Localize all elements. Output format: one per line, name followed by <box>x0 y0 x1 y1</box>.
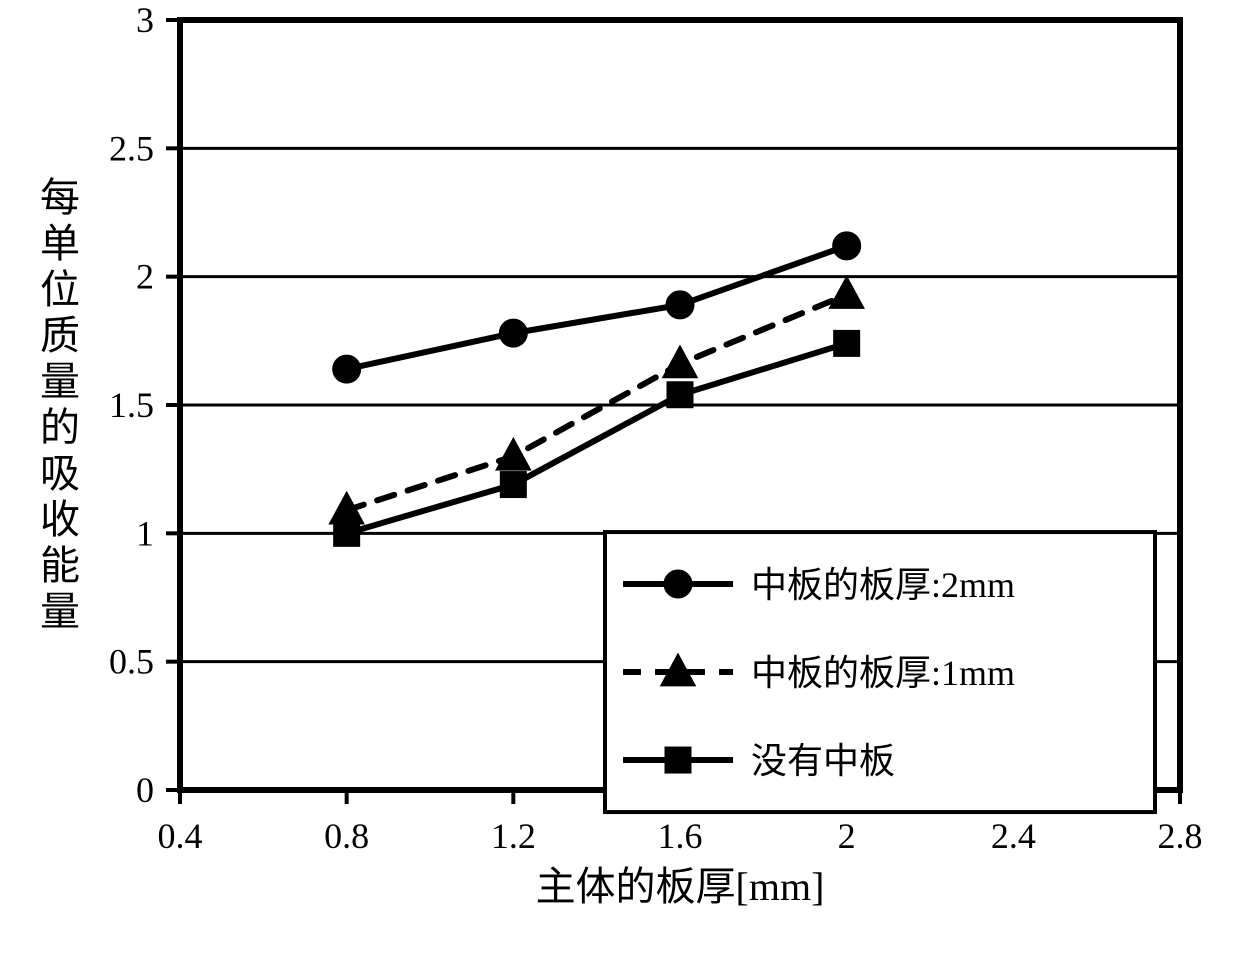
svg-text:位: 位 <box>40 267 80 312</box>
svg-text:单: 单 <box>40 221 80 266</box>
svg-text:量: 量 <box>40 589 80 634</box>
y-tick-label: 3 <box>136 0 154 40</box>
svg-text:量: 量 <box>40 359 80 404</box>
legend-label-mid1mm: 中板的板厚:1mm <box>751 653 1015 693</box>
y-tick-label: 1.5 <box>109 385 154 425</box>
y-tick-label: 1 <box>136 513 154 553</box>
svg-text:每: 每 <box>40 175 80 220</box>
x-tick-label: 0.8 <box>324 816 369 856</box>
y-tick-label: 0.5 <box>109 642 154 682</box>
legend: 中板的板厚:2mm 中板的板厚:1mm 没有中板 <box>605 532 1155 812</box>
x-tick-label: 2.4 <box>991 816 1036 856</box>
svg-text:收: 收 <box>40 497 80 542</box>
x-tick-label: 2 <box>838 816 856 856</box>
chart-container: 0.4 0.8 1.2 1.6 2 2.4 2.8 0 0.5 1 1.5 2 2.5 3 主体的板厚[mm… <box>0 0 1240 966</box>
x-tick-label: 0.4 <box>158 816 203 856</box>
svg-text:吸: 吸 <box>40 451 80 496</box>
y-tick-label: 2.5 <box>109 128 154 168</box>
svg-text:质: 质 <box>40 313 80 358</box>
y-axis-title: 每单位质量的吸收能量 <box>40 175 80 634</box>
legend-label-mid2mm: 中板的板厚:2mm <box>751 565 1015 605</box>
line-chart: 0.4 0.8 1.2 1.6 2 2.4 2.8 0 0.5 1 1.5 2 2.5 3 主体的板厚[mm… <box>0 0 1240 966</box>
legend-label-nomid: 没有中板 <box>751 741 895 781</box>
x-tick-label: 1.2 <box>491 816 536 856</box>
svg-text:的: 的 <box>40 405 80 450</box>
x-tick-label: 1.6 <box>658 816 703 856</box>
x-axis-title: 主体的板厚[mm] <box>536 864 825 909</box>
y-tick-label: 0 <box>136 770 154 810</box>
x-tick-label: 2.8 <box>1158 816 1203 856</box>
y-tick-label: 2 <box>136 257 154 297</box>
svg-text:能: 能 <box>40 543 80 588</box>
